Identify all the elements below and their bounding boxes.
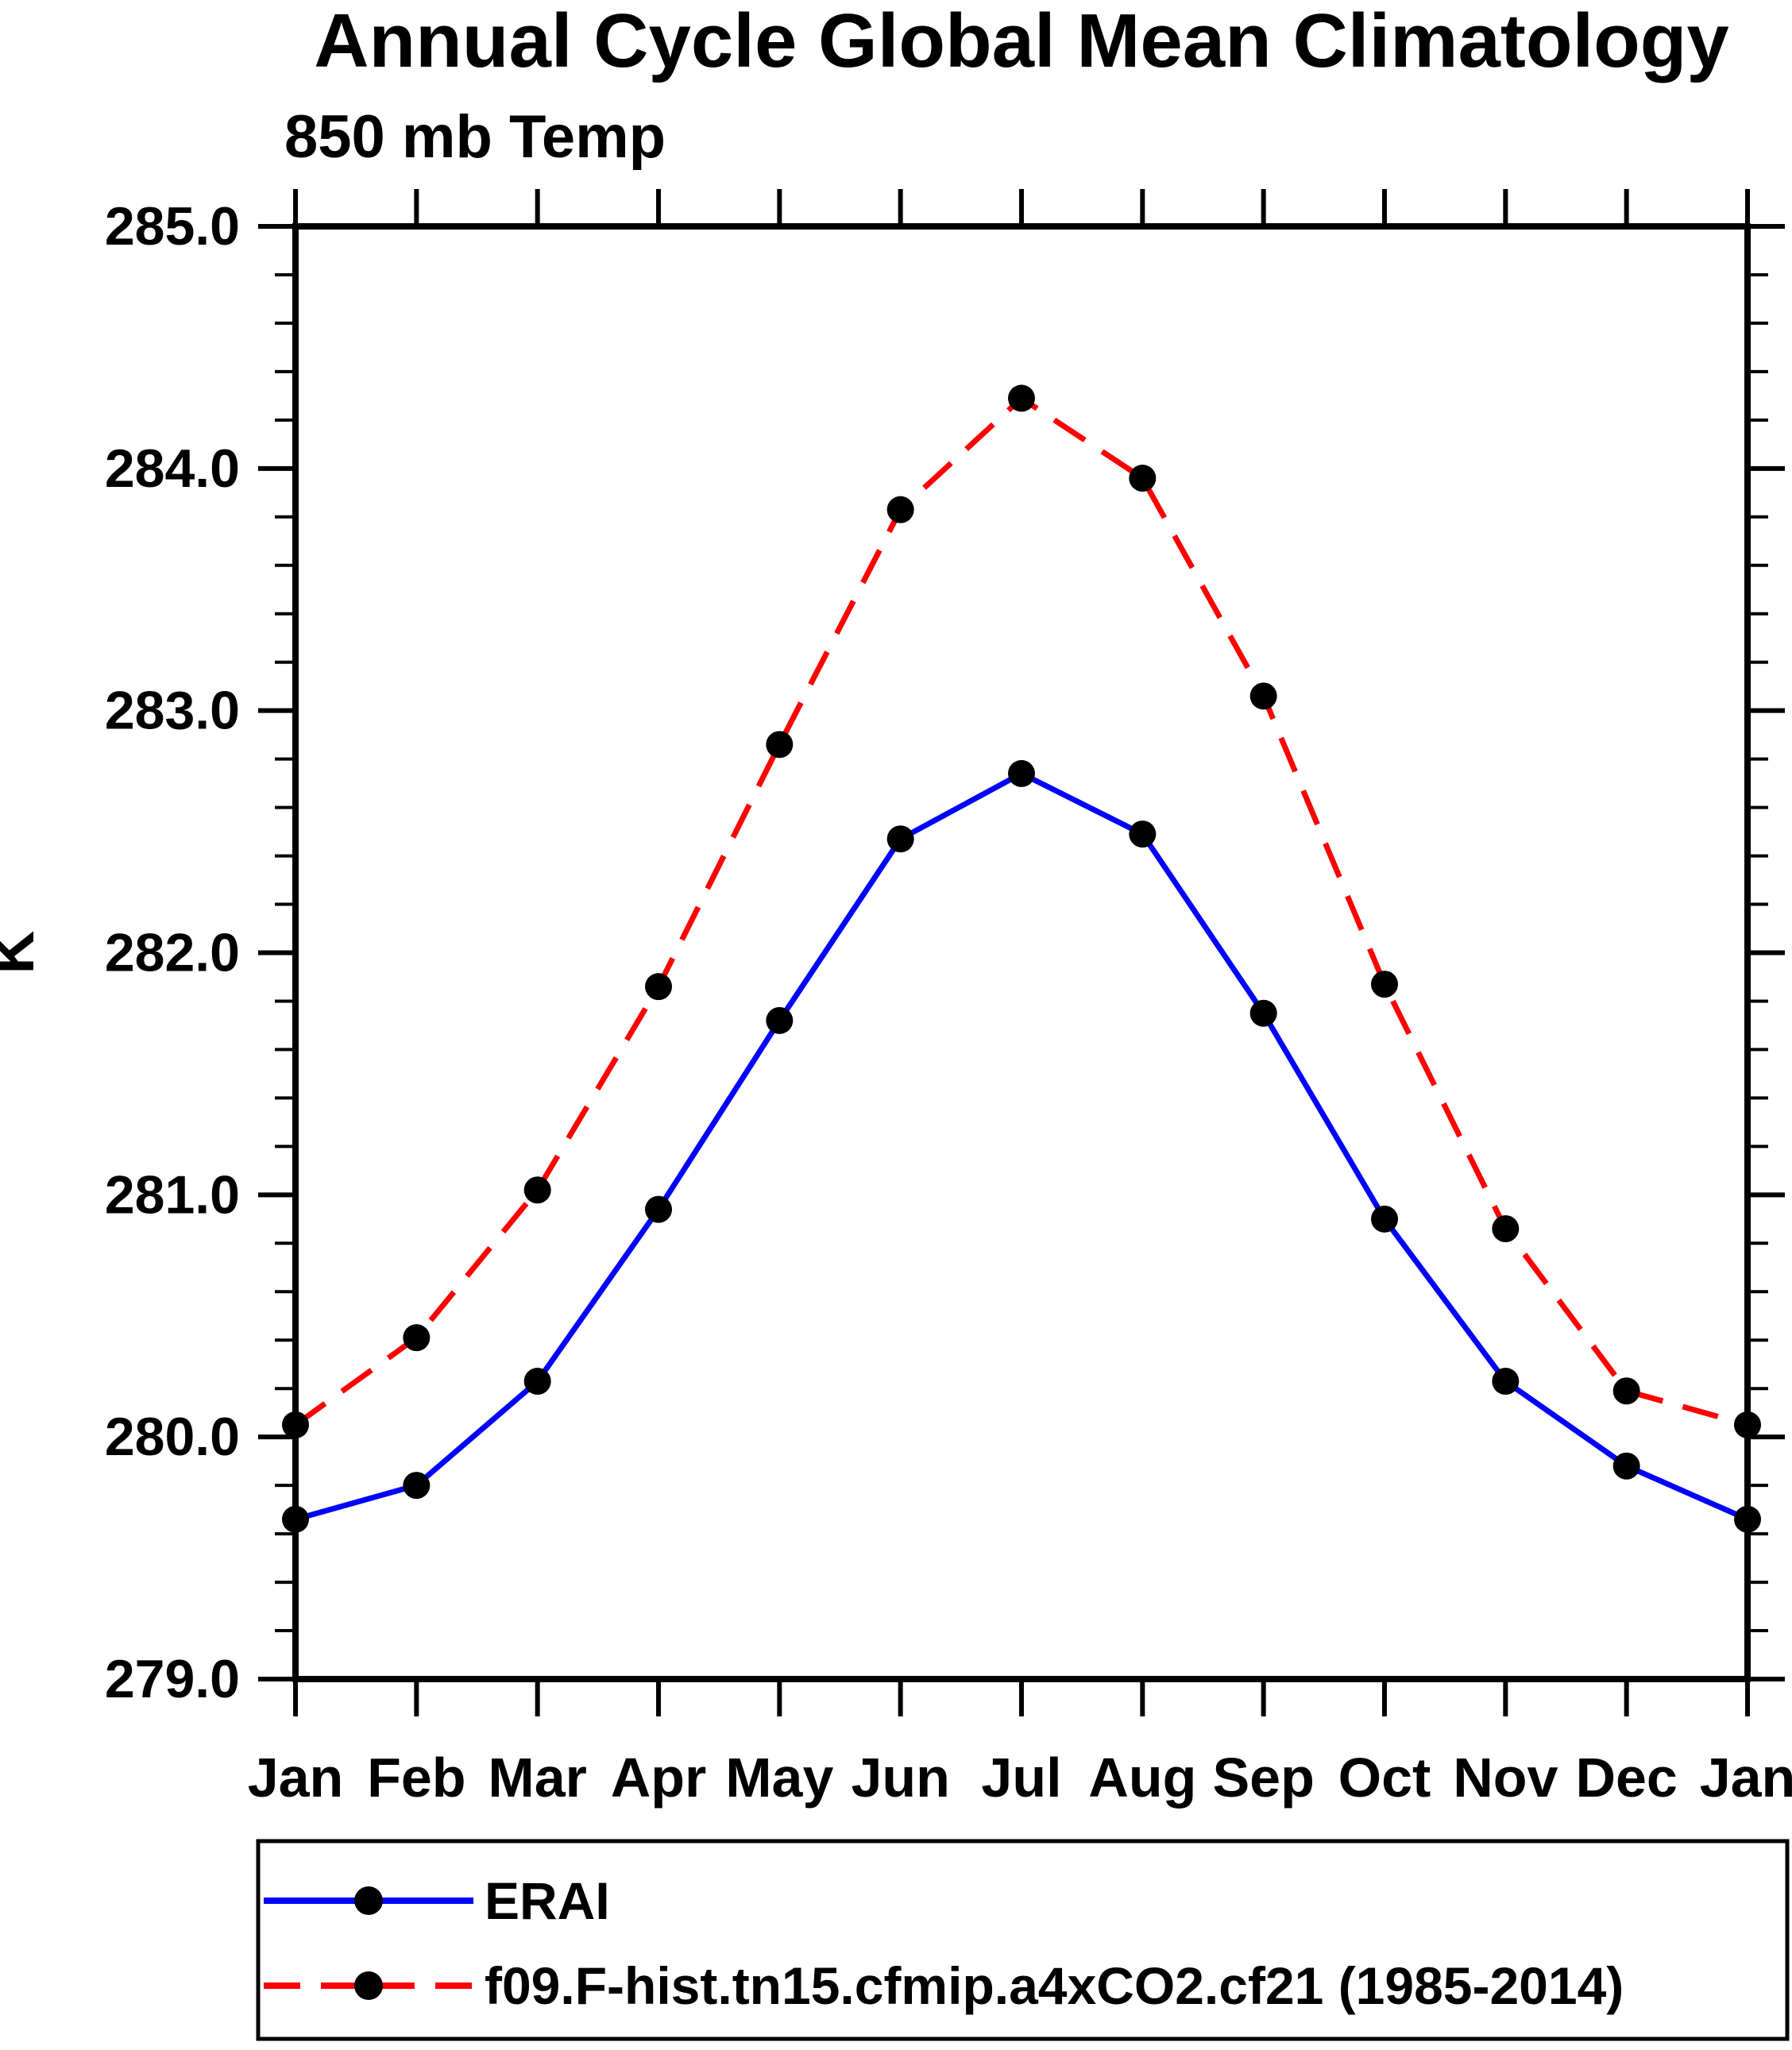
series-line-erai bbox=[295, 770, 1749, 1523]
month-label: Mar bbox=[488, 1747, 586, 1809]
month-label: Jun bbox=[851, 1747, 949, 1809]
legend-item-erai: ERAI bbox=[264, 1871, 610, 1930]
data-point-marker bbox=[523, 1368, 551, 1396]
data-point-marker bbox=[1371, 1205, 1398, 1233]
data-point-marker bbox=[1249, 999, 1277, 1027]
month-label: Feb bbox=[367, 1747, 465, 1809]
data-point-marker bbox=[766, 1006, 794, 1034]
data-point-marker bbox=[766, 731, 794, 759]
data-point-marker bbox=[1008, 384, 1035, 412]
data-point-marker bbox=[1612, 1452, 1640, 1480]
data-point-marker bbox=[403, 1472, 431, 1500]
month-label: Oct bbox=[1338, 1747, 1431, 1809]
month-label: Jan bbox=[248, 1747, 344, 1809]
y-tick-label: 284.0 bbox=[105, 438, 240, 499]
legend-box bbox=[256, 1839, 1790, 2041]
data-point-marker bbox=[403, 1324, 431, 1352]
month-label: Aug bbox=[1088, 1747, 1196, 1809]
month-label: Dec bbox=[1575, 1747, 1677, 1809]
data-point-marker bbox=[645, 973, 672, 1001]
legend-item-model: f09.F-hist.tn15.cfmip.a4xCO2.cf21 (1985-… bbox=[264, 1956, 1624, 2015]
y-minor-ticks bbox=[275, 272, 1768, 1633]
legend-marker-icon bbox=[354, 1971, 383, 2000]
data-point-marker bbox=[886, 496, 914, 523]
plot-frame bbox=[292, 223, 1751, 1682]
y-tick-label: 279.0 bbox=[105, 1649, 240, 1709]
data-point-marker bbox=[1129, 465, 1157, 492]
legend: ERAI f09.F-hist.tn15.cfmip.a4xCO2.cf21 (… bbox=[256, 1839, 1790, 2041]
month-ticks bbox=[293, 189, 1750, 1716]
data-point-marker bbox=[645, 1195, 672, 1223]
data-point-marker bbox=[1492, 1215, 1520, 1243]
y-tick-label: 281.0 bbox=[105, 1164, 240, 1225]
data-point-marker bbox=[1492, 1368, 1520, 1396]
month-label: Sep bbox=[1212, 1747, 1314, 1809]
data-point-marker bbox=[1008, 759, 1035, 787]
y-tick-label: 282.0 bbox=[105, 923, 240, 983]
legend-label-model: f09.F-hist.tn15.cfmip.a4xCO2.cf21 (1985-… bbox=[485, 1956, 1624, 2015]
y-major-ticks bbox=[258, 224, 1785, 1681]
month-label: Jul bbox=[981, 1747, 1061, 1809]
data-series bbox=[282, 384, 1761, 1533]
data-point-marker bbox=[1612, 1377, 1640, 1405]
month-label: May bbox=[725, 1747, 833, 1809]
month-label: Nov bbox=[1453, 1747, 1558, 1809]
series-line-model bbox=[293, 394, 1748, 1428]
legend-label-erai: ERAI bbox=[485, 1871, 610, 1930]
chart-subtitle: 850 mb Temp bbox=[284, 103, 666, 171]
legend-marker-icon bbox=[354, 1886, 383, 1915]
y-tick-label: 283.0 bbox=[105, 681, 240, 741]
chart-title: Annual Cycle Global Mean Climatology bbox=[314, 0, 1729, 83]
month-labels: Jan Feb Mar Apr May Jun Jul Aug Sep Oct Nov Dec Jan bbox=[248, 1747, 1792, 1809]
month-label: Apr bbox=[611, 1747, 707, 1809]
data-point-marker bbox=[523, 1176, 551, 1204]
y-tick-labels: 279.0 280.0 281.0 282.0 283.0 284.0 285.0 bbox=[105, 196, 240, 1709]
data-point-marker bbox=[1129, 820, 1157, 848]
y-axis-label: K bbox=[0, 930, 47, 974]
y-tick-label: 280.0 bbox=[105, 1407, 240, 1467]
data-point-marker bbox=[1249, 682, 1277, 710]
y-tick-label: 285.0 bbox=[105, 196, 240, 257]
data-point-marker bbox=[886, 825, 914, 853]
data-point-marker bbox=[1371, 971, 1398, 998]
month-label: Jan bbox=[1700, 1747, 1792, 1809]
